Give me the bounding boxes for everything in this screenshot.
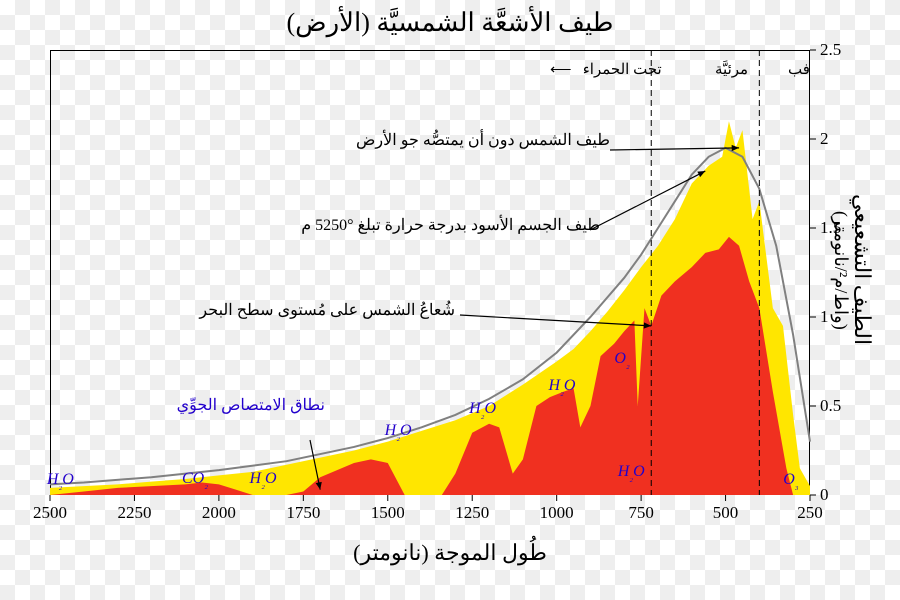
chart-title: طيف الأشعَّة الشمسيَّة (الأرض) bbox=[0, 8, 900, 38]
gas-label: O₃ bbox=[783, 471, 798, 491]
gas-label: H₂O bbox=[469, 400, 496, 420]
y-tick: 0 bbox=[820, 485, 829, 505]
x-axis-label: طُول الموجة (نانومتر) bbox=[0, 540, 900, 566]
gas-label: H₂O bbox=[47, 471, 74, 491]
x-tick: 750 bbox=[628, 503, 654, 523]
y-tick: 1.5 bbox=[820, 218, 841, 238]
x-tick: 1250 bbox=[455, 503, 489, 523]
x-tick: 250 bbox=[797, 503, 823, 523]
x-tick: 2250 bbox=[117, 503, 151, 523]
region-uv: فب bbox=[788, 60, 810, 79]
x-tick: 1750 bbox=[286, 503, 320, 523]
gas-label: H₂O bbox=[250, 470, 277, 490]
region-ir: تحت الحمراء ⟵ bbox=[550, 60, 662, 79]
x-tick: 2500 bbox=[33, 503, 67, 523]
y-axis-label-2: (واط/م²/نانومتر) bbox=[830, 120, 852, 420]
ann-top-spectrum: طيف الشمس دون أن يمتصُّه جو الأرض bbox=[300, 130, 610, 150]
gas-label: H₂O bbox=[385, 422, 412, 442]
y-tick: 0.5 bbox=[820, 396, 841, 416]
y-tick: 2.5 bbox=[820, 40, 841, 60]
gas-label: O₂ bbox=[614, 350, 629, 370]
x-tick: 1500 bbox=[371, 503, 405, 523]
ann-sea-level: شُعاعُ الشمس على مُستوى سطح البحر bbox=[175, 300, 455, 320]
gas-label: H₂O bbox=[548, 377, 575, 397]
ann-absorption-bands: نطاق الامتصاص الجوِّي bbox=[125, 395, 325, 415]
region-visible: مرئيَّة bbox=[715, 60, 748, 79]
y-tick: 1 bbox=[820, 307, 829, 327]
x-tick: 2000 bbox=[202, 503, 236, 523]
gas-label: CO₂ bbox=[182, 470, 208, 490]
gas-label: H₂O bbox=[618, 463, 645, 483]
plot-area bbox=[50, 50, 810, 495]
y-axis-label-1: الطيف التشعيعي bbox=[849, 120, 875, 420]
y-tick: 2 bbox=[820, 129, 829, 149]
x-tick: 1000 bbox=[540, 503, 574, 523]
ann-blackbody: طيف الجسم الأسود بدرجة حرارة تبلغ °5250 … bbox=[260, 215, 600, 235]
x-tick: 500 bbox=[713, 503, 739, 523]
